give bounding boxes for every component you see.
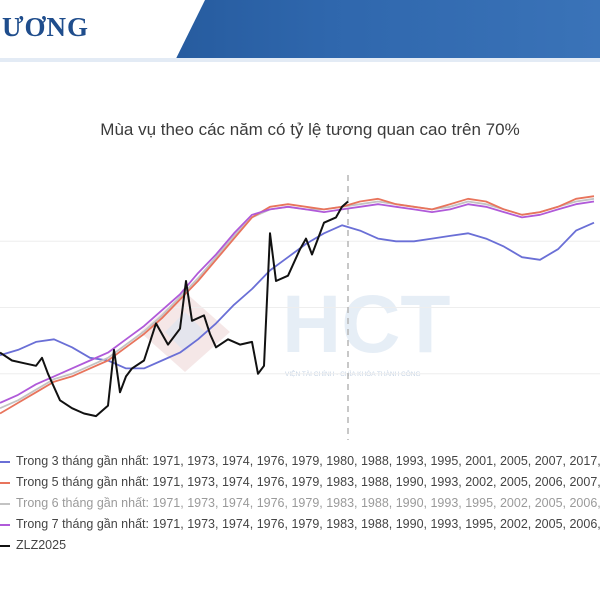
legend-swatch-zlz2025 xyxy=(0,544,10,547)
legend-label-5-months: Trong 5 tháng gần nhất: 1971, 1973, 1974… xyxy=(16,475,600,489)
legend-swatch-7-months xyxy=(0,523,10,526)
legend-swatch-3-months xyxy=(0,460,10,463)
legend-item-5-months[interactable]: Trong 5 tháng gần nhất: 1971, 1973, 1974… xyxy=(0,471,600,493)
legend-label-3-months: Trong 3 tháng gần nhất: 1971, 1973, 1974… xyxy=(16,454,600,468)
series-line-4 xyxy=(0,200,595,404)
series-line-1 xyxy=(0,221,595,370)
legend-label-zlz2025: ZLZ2025 xyxy=(16,538,67,552)
legend-label-7-months: Trong 7 tháng gần nhất: 1971, 1973, 1974… xyxy=(16,517,600,531)
header-divider xyxy=(0,58,600,62)
legend-item-7-months[interactable]: Trong 7 tháng gần nhất: 1971, 1973, 1974… xyxy=(0,513,600,535)
series-line-5 xyxy=(0,200,349,418)
series-group xyxy=(0,195,595,418)
legend-swatch-6-months xyxy=(0,502,10,505)
watermark-logo-text: HCT xyxy=(282,279,451,370)
chart-title: Mùa vụ theo các năm có tỷ lệ tương quan … xyxy=(100,120,520,139)
legend-label-6-months: Trong 6 tháng gần nhất: 1971, 1973, 1974… xyxy=(16,496,600,510)
gridlines xyxy=(0,240,600,375)
header-bar: ƯƠNG xyxy=(0,0,600,58)
legend-item-6-months[interactable]: Trong 6 tháng gần nhất: 1971, 1973, 1974… xyxy=(0,492,600,514)
line-chart: HCT VIỆN TÀI CHÍNH - CHÌA KHÓA THÀNH CÔN… xyxy=(0,175,600,440)
header-title-panel: ƯƠNG xyxy=(0,0,205,58)
legend-item-zlz2025[interactable]: ZLZ2025 xyxy=(0,534,600,556)
header-title: ƯƠNG xyxy=(2,12,89,42)
legend-item-3-months[interactable]: Trong 3 tháng gần nhất: 1971, 1973, 1974… xyxy=(0,450,600,472)
legend-swatch-5-months xyxy=(0,481,10,484)
series-line-2 xyxy=(0,195,595,415)
